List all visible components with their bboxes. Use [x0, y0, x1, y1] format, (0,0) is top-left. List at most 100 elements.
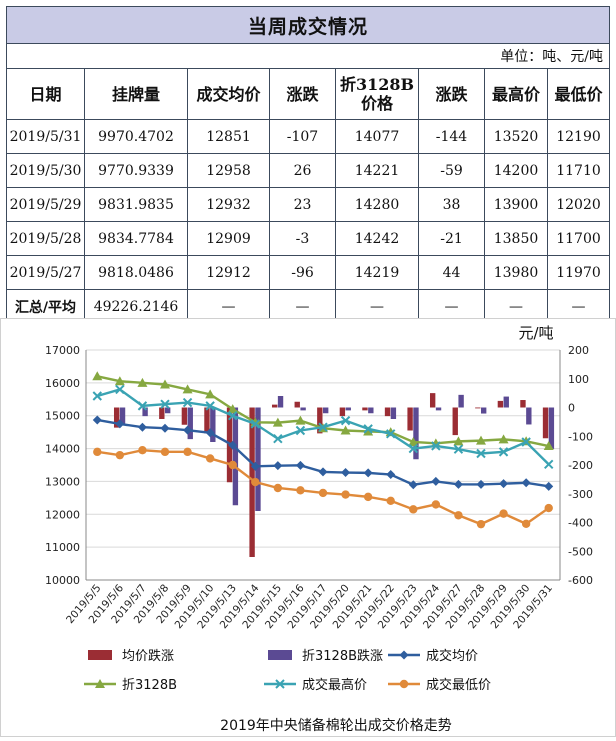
series-point — [454, 511, 463, 520]
left-tick-label: 11000 — [45, 541, 80, 554]
table-cell: 13900 — [484, 187, 548, 222]
bar-b3128-change — [390, 407, 397, 419]
series-point — [295, 415, 306, 425]
left-tick-label: 14000 — [45, 443, 80, 456]
legend-label: 成交最高价 — [302, 677, 367, 693]
table-cell: -21 — [418, 221, 485, 256]
legend-label: 成交最低价 — [426, 677, 491, 693]
chart-title: 2019年中央储备棉轮出成交价格走势 — [220, 717, 452, 734]
series-point — [341, 468, 351, 478]
table-cell: 9970.4702 — [84, 119, 188, 154]
bar-b3128-change — [413, 407, 419, 460]
legend-marker — [275, 679, 285, 689]
series-point — [499, 509, 508, 518]
table-title: 当周成交情况 — [5, 6, 611, 44]
bar-b3128-change — [526, 407, 532, 425]
table-header-cell: 涨跌 — [269, 68, 336, 120]
table-cell: 13980 — [484, 255, 548, 290]
series-point — [543, 441, 554, 451]
series-point — [453, 479, 463, 489]
right-tick-label: -600 — [568, 574, 593, 587]
table-cell: 9770.9339 — [84, 153, 188, 188]
series-point — [138, 446, 147, 455]
series-point — [205, 454, 215, 463]
series-point — [183, 425, 193, 435]
bar-b3128-change — [142, 407, 148, 417]
chart-svg: 10000 11000 12000 13000 14000 15000 16000 17000… — [0, 318, 616, 737]
series-point — [544, 481, 554, 491]
table-cell: 2019/5/30 — [6, 153, 85, 188]
table-header-cell: 日期 — [6, 68, 85, 120]
series-point — [431, 441, 441, 451]
bar-b3128-change — [300, 407, 306, 411]
bar-b3128-change — [187, 407, 193, 440]
bar-avg-change — [159, 407, 165, 419]
bar-b3128-change — [277, 396, 284, 408]
legend-label: 均价跌涨 — [122, 648, 174, 664]
series-point — [250, 461, 260, 471]
table-cell: -144 — [418, 119, 485, 154]
series-point — [476, 448, 486, 459]
bar-avg-change — [362, 407, 368, 411]
series-point — [160, 423, 170, 433]
series-point — [92, 371, 103, 381]
series-point — [182, 397, 193, 408]
bar-avg-change — [181, 407, 188, 425]
series-point — [318, 488, 328, 498]
series-point — [386, 470, 396, 480]
table-row: 2019/5/27 9818.0486 12912 -96 14219 44 13980 11… — [6, 255, 611, 290]
series-point — [92, 415, 102, 425]
series-point — [160, 399, 170, 409]
table-unit: 单位：吨、元/吨 — [5, 43, 611, 69]
right-tick-label: 100 — [568, 373, 589, 386]
series-point — [476, 479, 486, 489]
series-point — [521, 519, 531, 529]
right-tick-label: -400 — [568, 517, 593, 530]
table-cell: 13520 — [484, 119, 548, 154]
series-point — [431, 476, 441, 486]
bar-b3128-change — [368, 407, 374, 414]
trading-summary-table: 当周成交情况 单位：吨、元/吨 日期 挂牌量 成交均价 涨跌 折3128B价格 涨跌 最高价… — [5, 6, 611, 324]
series-point — [92, 391, 102, 401]
table-cell: 38 — [418, 187, 485, 222]
bar-avg-change — [271, 404, 278, 408]
series-point — [250, 419, 260, 429]
bar-b3128-change — [255, 407, 261, 511]
bar-avg-change — [452, 407, 458, 436]
series-point — [544, 503, 553, 513]
series-point — [227, 404, 238, 414]
series-point — [115, 419, 125, 429]
left-tick-label: 16000 — [45, 377, 80, 390]
series-point — [521, 478, 531, 488]
series-point — [251, 477, 260, 487]
table-header-cell: 最高价 — [484, 68, 548, 120]
series-point — [273, 483, 283, 493]
series-point — [476, 519, 486, 529]
series-point — [228, 440, 238, 450]
chart-lines — [92, 371, 554, 529]
series-point — [386, 429, 396, 439]
series-point — [408, 437, 419, 446]
series-point — [318, 422, 328, 432]
series-point — [115, 450, 125, 460]
bar-b3128-change — [548, 407, 555, 449]
series-point — [453, 436, 464, 446]
legend-marker — [399, 679, 409, 689]
bar-avg-change — [113, 407, 120, 428]
left-tick-label: 15000 — [45, 410, 80, 423]
table-cell: 11700 — [546, 221, 611, 256]
series-point — [363, 492, 373, 502]
legend-marker — [95, 679, 105, 688]
table-cell: 12912 — [187, 255, 270, 290]
bar-avg-change — [475, 407, 481, 409]
table-cell: 44 — [418, 255, 485, 290]
right-tick-label: -500 — [568, 545, 593, 558]
series-point — [476, 435, 486, 445]
table-cell: 12851 — [187, 119, 270, 154]
bar-avg-change — [317, 407, 323, 434]
bar-b3128-change — [323, 407, 329, 414]
bar-avg-change — [429, 393, 436, 408]
series-point — [205, 401, 215, 411]
series-point — [408, 480, 418, 490]
bar-avg-change — [497, 400, 504, 408]
